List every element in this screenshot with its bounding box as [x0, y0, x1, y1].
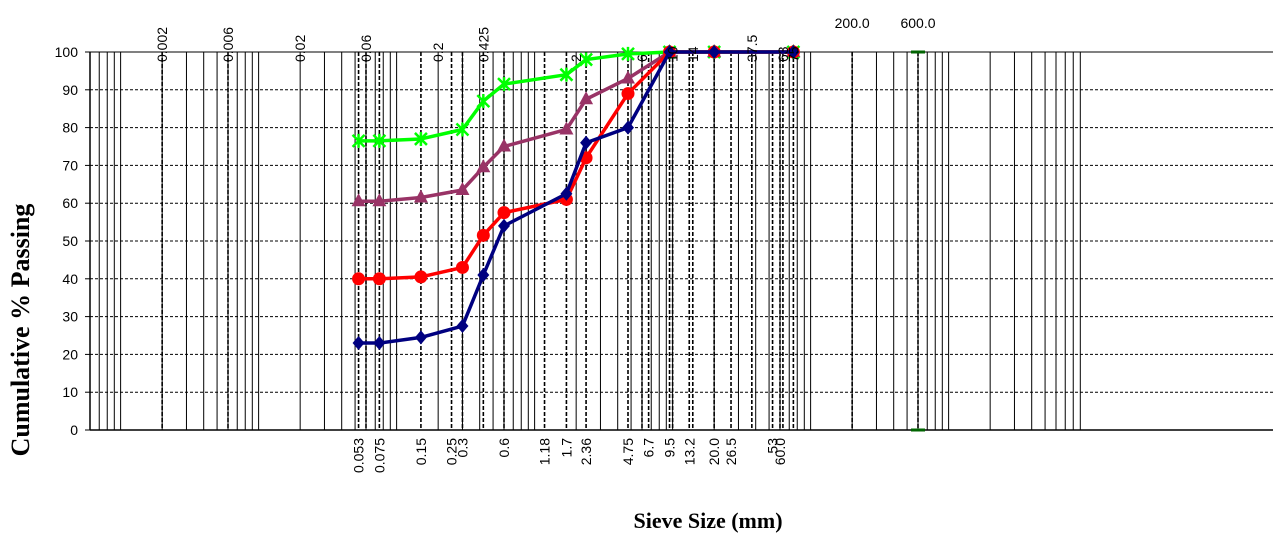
data-point: [580, 135, 593, 150]
data-point: [579, 52, 593, 67]
data-point: [559, 67, 574, 82]
top-size-label: 600.0: [900, 15, 935, 31]
top-size-label: 14: [685, 46, 701, 62]
plot-grid: [90, 51, 1273, 430]
data-point: [351, 193, 366, 207]
y-tick-label: 60: [62, 195, 78, 211]
top-size-label: 6: [634, 54, 650, 62]
top-size-label: 37.5: [744, 35, 760, 62]
y-tick-label: 30: [62, 309, 78, 325]
data-point: [372, 193, 387, 207]
data-point: [456, 319, 469, 334]
y-tick-label: 0: [70, 422, 78, 438]
data-point: [372, 272, 386, 286]
data-point: [352, 336, 365, 351]
y-tick-label: 100: [55, 44, 79, 60]
top-size-label: 0.425: [475, 27, 491, 62]
x-axis-title: Sieve Size (mm): [633, 508, 782, 533]
data-point: [497, 77, 511, 92]
y-axis-title: Cumulative % Passing: [6, 204, 35, 457]
top-size-label: 0.06: [358, 35, 374, 62]
sieve-size-label: 26.5: [723, 438, 739, 465]
data-point: [497, 138, 511, 152]
data-point: [414, 131, 428, 146]
top-size-label: 0.002: [154, 27, 170, 62]
sieve-size-label: 20.0: [706, 438, 722, 465]
data-point: [559, 121, 574, 135]
y-tick-label: 80: [62, 120, 78, 136]
data-point: [455, 260, 469, 274]
data-point: [414, 330, 427, 345]
sieve-size-label: 0.075: [371, 438, 387, 473]
plot-series: [351, 44, 801, 351]
top-size-label: 10: [665, 46, 681, 62]
data-point: [373, 336, 386, 351]
sieve-size-label: 60.0: [772, 438, 788, 465]
sieve-size-label: 1.7: [558, 438, 574, 458]
sieve-size-label: 0.3: [454, 438, 470, 458]
y-tick-label: 50: [62, 233, 78, 249]
data-point: [372, 133, 387, 148]
top-size-label: 200.0: [835, 15, 870, 31]
data-point: [455, 181, 470, 195]
y-tick-label: 40: [62, 271, 78, 287]
data-point: [560, 186, 573, 201]
sieve-size-label: 0.15: [413, 438, 429, 465]
data-point: [497, 206, 511, 220]
data-point: [476, 228, 490, 242]
data-point: [455, 122, 470, 137]
sieve-size-label: 0.25: [444, 438, 460, 465]
y-tick-label: 70: [62, 157, 78, 173]
data-point: [414, 270, 428, 284]
data-point: [621, 120, 634, 135]
data-point: [620, 70, 635, 84]
y-tick-label: 20: [62, 346, 78, 362]
data-point: [498, 218, 510, 233]
data-point: [708, 45, 721, 59]
top-size-label: 63: [775, 46, 791, 62]
y-tick-label: 90: [62, 82, 78, 98]
data-point: [352, 272, 366, 286]
sieve-size-label: 13.2: [681, 438, 697, 465]
data-point: [477, 268, 490, 283]
top-size-label: 0.2: [430, 42, 446, 62]
data-point: [787, 45, 800, 59]
data-point: [476, 159, 491, 173]
sieve-size-label: 6.7: [641, 438, 657, 458]
sieve-size-label: 9.5: [662, 438, 678, 458]
data-point: [621, 46, 635, 61]
sieve-size-label: 1.18: [537, 438, 553, 465]
sieve-size-label: 53: [765, 438, 781, 454]
data-point: [476, 94, 491, 109]
y-tick-label: 10: [62, 384, 78, 400]
data-point: [663, 45, 676, 59]
top-size-label: 2: [568, 54, 584, 62]
plot-axes: [85, 50, 1273, 432]
data-point: [351, 133, 366, 148]
series-line: [358, 50, 794, 345]
top-size-label: 75: [785, 46, 801, 62]
data-point: [621, 87, 635, 101]
sieve-size-label: 0.053: [351, 438, 367, 473]
sieve-size-label: 2.36: [578, 438, 594, 465]
data-point: [579, 91, 594, 105]
sieve-size-label: 0.6: [496, 438, 512, 458]
top-size-label: 0.02: [292, 35, 308, 62]
data-point: [413, 189, 428, 203]
sieve-size-label: 4.75: [620, 438, 636, 465]
series-3: [352, 45, 800, 351]
top-size-label: 0.006: [220, 27, 236, 62]
